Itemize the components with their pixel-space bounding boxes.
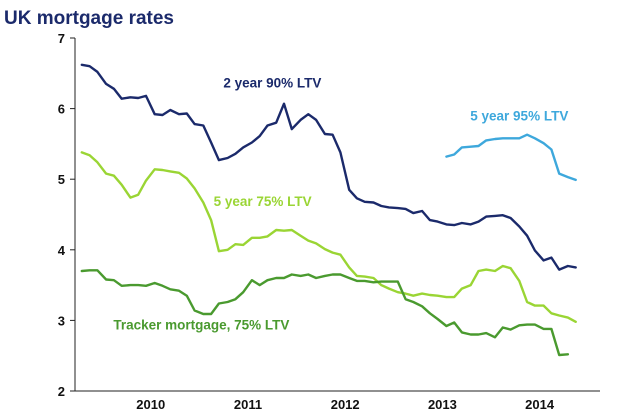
x-tick-label: 2014 [525,397,555,412]
y-tick-label: 3 [58,313,65,328]
y-tick-label: 6 [58,102,65,117]
y-tick-label: 2 [58,384,65,399]
series-label-1: 2 year 90% LTV [223,75,321,90]
y-tick-label: 7 [58,31,65,46]
y-tick-label: 5 [58,172,65,187]
x-tick-label: 2012 [331,397,360,412]
series-label-2: 5 year 95% LTV [470,109,568,124]
series-label-3: 5 year 75% LTV [214,194,312,209]
series-lines [80,63,577,357]
series-line-4 [80,269,570,357]
series-line-2 [445,133,577,182]
y-tick-label: 4 [58,243,66,258]
x-tick-label: 2013 [428,397,457,412]
series-line-1 [80,63,577,271]
x-tick-labels: 2010 2011 2012 2013 2014 [136,397,555,412]
series-label-4: Tracker mortgage, 75% LTV [113,318,289,333]
chart-title: UK mortgage rates [4,8,174,29]
series-line-3 [80,151,577,323]
x-tick-label: 2010 [136,397,165,412]
series-labels: 2 year 90% LTV 5 year 95% LTV 5 year 75% L… [113,75,568,332]
x-tick-label: 2011 [234,397,262,412]
y-tick-labels: 2 3 4 5 6 7 [58,31,75,399]
axes [74,38,600,392]
